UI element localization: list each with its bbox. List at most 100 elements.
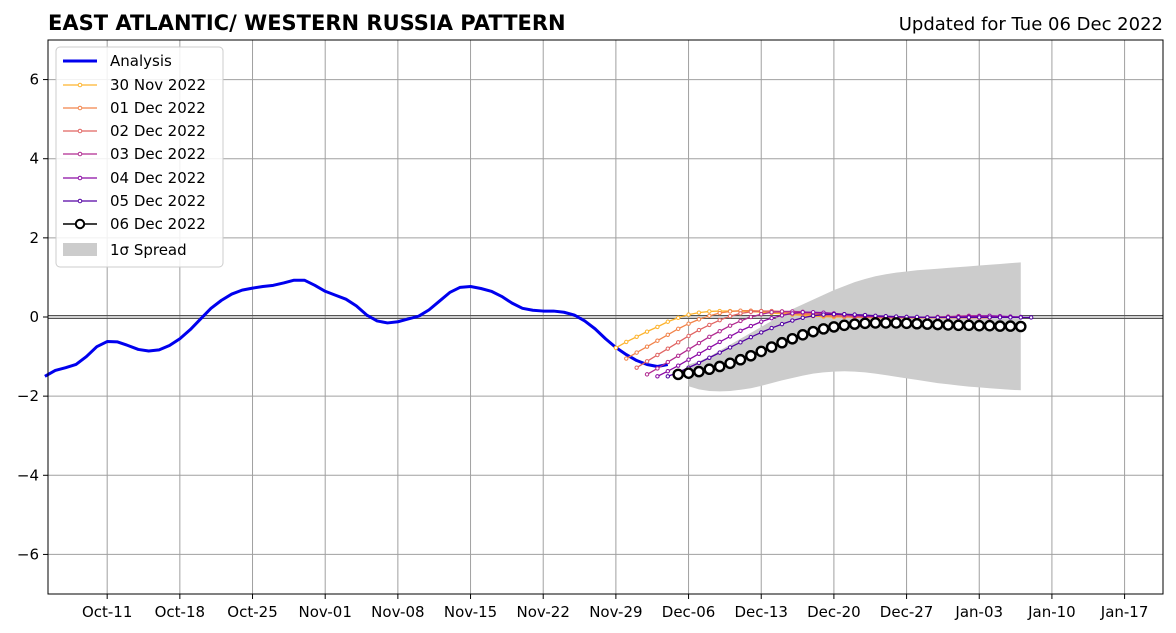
forecast-point: [675, 340, 681, 345]
legend-swatch-marker: [77, 151, 83, 157]
forecast-point: [786, 332, 799, 345]
forecast-point: [696, 310, 702, 315]
forecast-point: [738, 340, 743, 345]
forecast-point: [769, 325, 774, 331]
forecast-point: [873, 313, 878, 319]
forecast-point: [665, 369, 670, 374]
forecast-point: [717, 329, 722, 334]
forecast-point: [665, 346, 670, 351]
x-tick-label: Nov-29: [589, 603, 642, 621]
forecast-point: [734, 353, 747, 366]
forecast-point: [755, 345, 768, 358]
forecast-point: [727, 309, 733, 314]
chart-subtitle: Updated for Tue 06 Dec 2022: [899, 14, 1163, 35]
forecast-point: [769, 310, 774, 315]
forecast-point: [769, 315, 774, 321]
forecast-point: [727, 334, 733, 339]
forecast-point: [852, 312, 857, 317]
forecast-point: [900, 317, 913, 330]
forecast-point: [779, 309, 785, 314]
chart-title: EAST ATLANTIC/ WESTERN RUSSIA PATTERN: [48, 11, 566, 35]
forecast-point: [748, 309, 754, 315]
forecast-point: [686, 347, 691, 352]
forecast-point: [738, 311, 743, 316]
legend-label: 05 Dec 2022: [110, 192, 206, 210]
x-tick-label: Dec-13: [734, 603, 788, 621]
y-tick-label: 4: [29, 150, 39, 168]
x-tick-label: Jan-03: [954, 603, 1003, 621]
legend-label: 06 Dec 2022: [110, 215, 206, 233]
legend-label: 03 Dec 2022: [110, 145, 206, 163]
legend-swatch-marker: [74, 218, 86, 230]
x-tick-label: Nov-01: [299, 603, 352, 621]
forecast-point: [790, 318, 795, 323]
x-tick-label: Oct-18: [155, 603, 205, 621]
forecast-point: [765, 341, 778, 353]
forecast-point: [779, 313, 785, 318]
forecast-point: [644, 372, 650, 377]
x-tick-label: Jan-17: [1100, 603, 1149, 621]
forecast-point: [880, 317, 892, 329]
forecast-point: [634, 365, 639, 370]
legend-swatch-spread: [63, 243, 97, 256]
forecast-point: [779, 321, 785, 327]
forecast-point: [745, 349, 757, 362]
forecast-point: [707, 334, 712, 339]
forecast-point: [748, 323, 754, 329]
forecast-point: [686, 312, 691, 317]
forecast-point: [963, 319, 975, 332]
forecast-point: [931, 318, 944, 331]
forecast-point: [776, 336, 788, 349]
forecast-point: [838, 319, 851, 332]
forecast-point: [842, 312, 847, 317]
x-tick-label: Nov-22: [517, 603, 570, 621]
forecast-point: [686, 321, 691, 326]
legend-swatch-marker: [77, 175, 83, 181]
forecast-point: [644, 344, 650, 349]
forecast-point: [759, 319, 764, 324]
forecast-point: [707, 309, 712, 314]
forecast-point: [634, 334, 639, 339]
forecast-point: [807, 325, 819, 338]
legend-label: 01 Dec 2022: [110, 99, 206, 117]
forecast-point: [655, 324, 660, 330]
forecast-point: [828, 321, 840, 333]
forecast-point: [921, 318, 934, 330]
forecast-point: [644, 329, 650, 334]
forecast-point: [665, 359, 670, 365]
forecast-point: [817, 323, 830, 335]
y-tick-label: −2: [17, 387, 39, 405]
forecast-point: [935, 315, 940, 320]
forecast-point: [759, 330, 764, 335]
forecast-point: [665, 374, 670, 379]
forecast-point: [693, 365, 705, 378]
forecast-point: [686, 333, 691, 339]
legend-label: 02 Dec 2022: [110, 122, 206, 140]
forecast-point: [966, 315, 972, 320]
x-tick-label: Dec-27: [880, 603, 934, 621]
forecast-point: [675, 363, 681, 368]
legend-label: 04 Dec 2022: [110, 169, 206, 187]
forecast-point: [675, 326, 681, 332]
forecast-point: [724, 357, 736, 370]
forecast-point: [717, 339, 722, 345]
y-tick-label: −4: [17, 466, 39, 484]
forecast-point: [624, 339, 629, 345]
forecast-point: [977, 315, 982, 320]
forecast-point: [727, 314, 733, 319]
y-tick-label: 2: [29, 229, 39, 247]
plot-area: Oct-11 Oct-18 Oct-25 Nov-01 Nov-08 Nov-15 Nov-…: [17, 39, 1164, 621]
forecast-point: [973, 319, 986, 332]
forecast-point: [821, 312, 826, 317]
forecast-point: [994, 320, 1006, 332]
forecast-point: [983, 319, 996, 332]
forecast-point: [696, 360, 702, 366]
legend-label: 30 Nov 2022: [110, 76, 206, 94]
forecast-point: [672, 368, 684, 381]
forecast-point: [655, 352, 660, 358]
forecast-point: [810, 310, 816, 315]
forecast-point: [748, 334, 754, 340]
legend-box: [55, 46, 224, 268]
forecast-point: [956, 315, 961, 320]
